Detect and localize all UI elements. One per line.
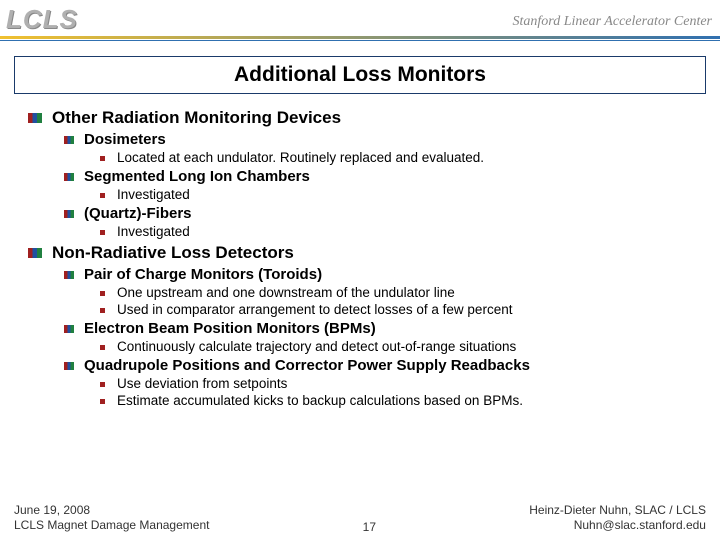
footer-email: Nuhn@slac.stanford.edu (529, 518, 706, 534)
subsection-heading: Segmented Long Ion Chambers (64, 168, 700, 185)
bullet-lvl3-icon (100, 345, 105, 350)
bullet-lvl2-icon (64, 325, 74, 333)
bullet-lvl2-icon (64, 271, 74, 279)
footer-left: June 19, 2008 LCLS Magnet Damage Managem… (14, 503, 209, 534)
bullet-lvl3-icon (100, 382, 105, 387)
bullet-item: One upstream and one downstream of the u… (100, 285, 700, 300)
bullet-text: Investigated (117, 187, 190, 202)
bullet-lvl1-icon (28, 113, 42, 123)
bullet-text: One upstream and one downstream of the u… (117, 285, 455, 300)
subsection-heading: Dosimeters (64, 131, 700, 148)
bullet-text: Estimate accumulated kicks to backup cal… (117, 393, 523, 408)
bullet-lvl3-icon (100, 291, 105, 296)
bullet-item: Located at each undulator. Routinely rep… (100, 150, 700, 165)
bullet-text: Continuously calculate trajectory and de… (117, 339, 516, 354)
bullet-text: Located at each undulator. Routinely rep… (117, 150, 484, 165)
bullet-text: Use deviation from setpoints (117, 376, 287, 391)
lcls-logo: LCLS (6, 4, 78, 35)
subsection-label: (Quartz)-Fibers (84, 205, 192, 222)
slac-name: Stanford Linear Accelerator Center (513, 14, 712, 30)
bullet-lvl2-icon (64, 173, 74, 181)
bullet-text: Investigated (117, 224, 190, 239)
subsection-label: Quadrupole Positions and Corrector Power… (84, 357, 530, 374)
header-rule-thick (0, 36, 720, 39)
footer: June 19, 2008 LCLS Magnet Damage Managem… (0, 503, 720, 534)
subsection-label: Segmented Long Ion Chambers (84, 168, 310, 185)
bullet-item: Estimate accumulated kicks to backup cal… (100, 393, 700, 408)
bullet-lvl3-icon (100, 156, 105, 161)
section-label: Non-Radiative Loss Detectors (52, 243, 294, 263)
bullet-lvl2-icon (64, 362, 74, 370)
subsection-heading: (Quartz)-Fibers (64, 205, 700, 222)
bullet-item: Investigated (100, 187, 700, 202)
bullet-item: Continuously calculate trajectory and de… (100, 339, 700, 354)
footer-subtitle: LCLS Magnet Damage Management (14, 518, 209, 534)
title-box: Additional Loss Monitors (14, 56, 706, 94)
header: LCLS Stanford Linear Accelerator Center (0, 0, 720, 44)
subsection-heading: Electron Beam Position Monitors (BPMs) (64, 320, 700, 337)
bullet-item: Used in comparator arrangement to detect… (100, 302, 700, 317)
subsection-heading: Pair of Charge Monitors (Toroids) (64, 266, 700, 283)
bullet-lvl2-icon (64, 136, 74, 144)
section-label: Other Radiation Monitoring Devices (52, 108, 341, 128)
bullet-text: Used in comparator arrangement to detect… (117, 302, 512, 317)
header-rule-thin (0, 40, 720, 41)
bullet-lvl3-icon (100, 193, 105, 198)
subsection-label: Dosimeters (84, 131, 166, 148)
bullet-lvl3-icon (100, 308, 105, 313)
footer-author: Heinz-Dieter Nuhn, SLAC / LCLS (529, 503, 706, 519)
bullet-lvl3-icon (100, 230, 105, 235)
bullet-lvl2-icon (64, 210, 74, 218)
slide-title: Additional Loss Monitors (15, 63, 705, 87)
section-heading: Other Radiation Monitoring Devices (28, 108, 700, 128)
footer-page-number: 17 (339, 520, 399, 534)
subsection-label: Pair of Charge Monitors (Toroids) (84, 266, 322, 283)
footer-date: June 19, 2008 (14, 503, 209, 519)
bullet-lvl1-icon (28, 248, 42, 258)
content-area: Other Radiation Monitoring Devices Dosim… (0, 98, 720, 408)
footer-right: Heinz-Dieter Nuhn, SLAC / LCLS Nuhn@slac… (529, 503, 706, 534)
section-heading: Non-Radiative Loss Detectors (28, 243, 700, 263)
bullet-item: Investigated (100, 224, 700, 239)
bullet-lvl3-icon (100, 399, 105, 404)
bullet-item: Use deviation from setpoints (100, 376, 700, 391)
subsection-label: Electron Beam Position Monitors (BPMs) (84, 320, 376, 337)
subsection-heading: Quadrupole Positions and Corrector Power… (64, 357, 700, 374)
